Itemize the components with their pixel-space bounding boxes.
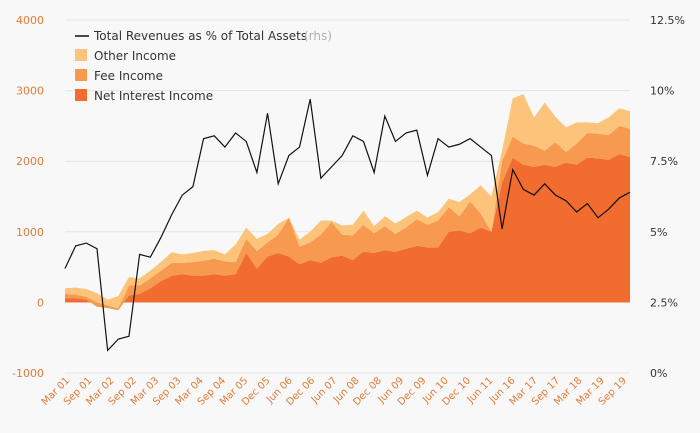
legend-fee-income-swatch: [75, 69, 87, 81]
area-net-interest-income: [65, 154, 630, 311]
legend-line-label: Total Revenues as % of Total Assets: [93, 29, 307, 43]
legend-other-income-label: Other Income: [94, 49, 176, 63]
right-tick-label: 2.5%: [650, 296, 678, 309]
legend-other-income-swatch: [75, 49, 87, 61]
legend-fee-income-label: Fee Income: [94, 69, 163, 83]
right-tick-label: 10%: [650, 85, 674, 98]
area-other-income: [65, 94, 630, 309]
legend-line-unit: (rhs): [304, 29, 332, 43]
right-tick-label: 7.5%: [650, 155, 678, 168]
left-tick-label: 4000: [16, 14, 44, 27]
right-tick-label: 12.5%: [650, 14, 685, 27]
right-tick-label: 0%: [650, 367, 667, 380]
legend-net-interest-income-swatch: [75, 89, 87, 101]
left-tick-label: 0: [37, 296, 44, 309]
left-tick-label: 2000: [16, 155, 44, 168]
left-tick-label: 3000: [16, 85, 44, 98]
right-tick-label: 5%: [650, 226, 667, 239]
left-tick-label: 1000: [16, 226, 44, 239]
line-total-revenues-pct-assets: [64, 98, 631, 352]
area-fee-income: [65, 125, 630, 311]
legend-net-interest-income-label: Net Interest Income: [94, 89, 213, 103]
left-tick-label: -1000: [12, 367, 44, 380]
